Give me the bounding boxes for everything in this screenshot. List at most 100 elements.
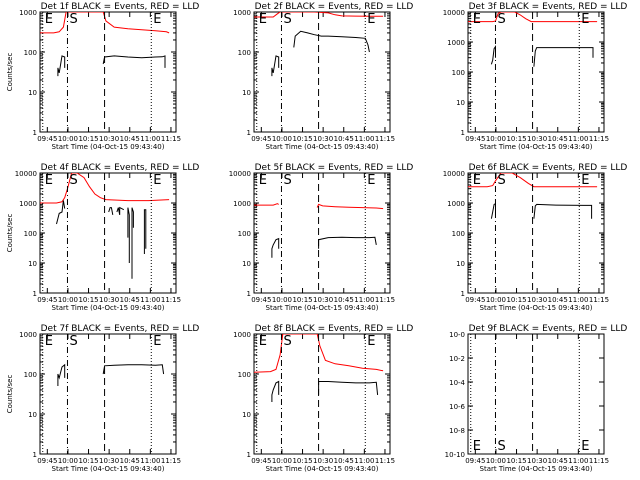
x-tick-label: 11:00	[568, 457, 588, 465]
y-tick-label: 10-0	[449, 331, 465, 339]
y-tick-label: 100	[452, 69, 465, 77]
events-series-line	[127, 207, 130, 263]
y-tick-label: 10-10	[445, 451, 465, 459]
y-tick-label: 10-6	[449, 403, 465, 411]
y-tick-label: 1000	[19, 331, 37, 339]
lld-series-line	[468, 173, 598, 188]
x-tick-label: 10:45	[548, 135, 568, 143]
events-series-line	[271, 55, 280, 77]
panel-5: Det 5f BLACK = Events, RED = LLD 1 10 100 10…	[229, 163, 414, 312]
lld-series-line	[254, 334, 384, 373]
x-tick-label: 10:15	[78, 296, 98, 304]
time-marker-label: E	[367, 334, 375, 349]
x-tick-label: 11:15	[375, 296, 395, 304]
x-axis-label: Start Time (04-Oct-15 09:43:40)	[266, 465, 379, 473]
y-tick-label: 10000	[443, 9, 465, 17]
y-tick-label: 1	[33, 290, 37, 298]
time-marker-label: E	[45, 12, 53, 27]
events-series-line	[271, 380, 280, 402]
time-marker-label: E	[581, 173, 589, 188]
y-tick-label: 10	[242, 260, 251, 268]
x-axis-label: Start Time (04-Oct-15 09:43:40)	[266, 143, 379, 151]
y-tick-label: 10-2	[449, 355, 465, 363]
x-tick-label: 10:30	[527, 135, 547, 143]
x-tick-label: 10:30	[527, 457, 547, 465]
x-tick-label: 10:15	[292, 457, 312, 465]
y-axis-label: Counts/sec	[6, 53, 14, 92]
x-tick-label: 10:45	[334, 457, 354, 465]
x-tick-label: 10:00	[58, 135, 78, 143]
x-tick-label: 10:45	[334, 135, 354, 143]
events-series-line	[102, 364, 165, 375]
y-tick-label: 10000	[229, 170, 251, 178]
panel-title: Det 8f BLACK = Events, RED = LLD	[255, 324, 414, 334]
y-tick-label: 10	[28, 89, 37, 97]
x-tick-label: 11:00	[568, 296, 588, 304]
x-tick-label: 11:00	[354, 135, 374, 143]
time-marker-label: E	[259, 334, 267, 349]
x-axis-label: Start Time (04-Oct-15 09:43:40)	[480, 143, 593, 151]
y-tick-label: 1	[247, 129, 251, 137]
x-tick-label: 10:00	[58, 296, 78, 304]
x-tick-label: 11:15	[375, 135, 395, 143]
x-axis-label: Start Time (04-Oct-15 09:43:40)	[52, 304, 165, 312]
events-series-line	[102, 55, 166, 68]
panel-2: Det 2f BLACK = Events, RED = LLD 1 10 100 10…	[233, 2, 413, 151]
time-marker-label: E	[473, 439, 481, 454]
x-tick-label: 09:45	[37, 296, 57, 304]
events-series-line	[533, 203, 593, 219]
panel-title: Det 3f BLACK = Events, RED = LLD	[469, 2, 628, 12]
y-tick-label: 1	[247, 290, 251, 298]
x-tick-label: 10:15	[506, 135, 526, 143]
time-marker-label: S	[69, 12, 77, 27]
time-marker-label: E	[45, 334, 53, 349]
time-marker-label: S	[283, 173, 291, 188]
events-series-line	[108, 207, 114, 215]
x-axis-label: Start Time (04-Oct-15 09:43:40)	[266, 304, 379, 312]
panel-4: Det 4f BLACK = Events, RED = LLD 1 10 100 10…	[6, 163, 199, 312]
events-series-line	[271, 237, 280, 258]
panel-title: Det 1f BLACK = Events, RED = LLD	[41, 2, 200, 12]
time-marker-label: E	[367, 12, 375, 27]
y-tick-label: 10	[242, 411, 251, 419]
x-tick-label: 11:00	[140, 135, 160, 143]
time-marker-label: E	[45, 173, 53, 188]
events-series-line	[533, 47, 594, 67]
y-tick-label: 1	[33, 129, 37, 137]
events-series-line	[293, 30, 370, 53]
x-tick-label: 11:15	[589, 296, 609, 304]
x-tick-label: 11:00	[568, 135, 588, 143]
x-tick-label: 10:00	[486, 457, 506, 465]
x-tick-label: 10:00	[272, 296, 292, 304]
panel-title: Det 7f BLACK = Events, RED = LLD	[41, 324, 200, 334]
x-tick-label: 09:45	[465, 457, 485, 465]
time-marker-label: S	[69, 173, 77, 188]
panel-8: Det 8f BLACK = Events, RED = LLD 1 10 100 10…	[233, 324, 413, 473]
events-series-line	[143, 209, 147, 254]
y-tick-label: 10	[28, 260, 37, 268]
y-tick-label: 1	[247, 451, 251, 459]
x-tick-label: 11:15	[375, 457, 395, 465]
x-tick-label: 10:15	[292, 296, 312, 304]
time-marker-label: S	[69, 334, 77, 349]
time-marker-label: S	[283, 12, 291, 27]
x-tick-label: 10:45	[334, 296, 354, 304]
x-tick-label: 10:45	[120, 457, 140, 465]
events-series-line	[57, 363, 66, 386]
x-tick-label: 10:15	[78, 457, 98, 465]
panel-6: Det 6f BLACK = Events, RED = LLD 1 10 100 10…	[443, 163, 628, 312]
plot-frame	[253, 333, 391, 455]
time-marker-label: S	[497, 12, 505, 27]
lld-series-line	[316, 203, 384, 210]
y-tick-label: 100	[238, 230, 251, 238]
plot-frame	[39, 11, 177, 133]
y-tick-label: 100	[24, 230, 37, 238]
events-series-line	[318, 236, 377, 249]
panel-3: Det 3f BLACK = Events, RED = LLD 1 10 100 10…	[443, 2, 628, 151]
lld-series-line	[468, 12, 598, 23]
x-axis-label: Start Time (04-Oct-15 09:43:40)	[480, 304, 593, 312]
events-series-line	[490, 202, 496, 219]
panel-title: Det 5f BLACK = Events, RED = LLD	[255, 163, 414, 173]
y-tick-label: 10	[28, 411, 37, 419]
